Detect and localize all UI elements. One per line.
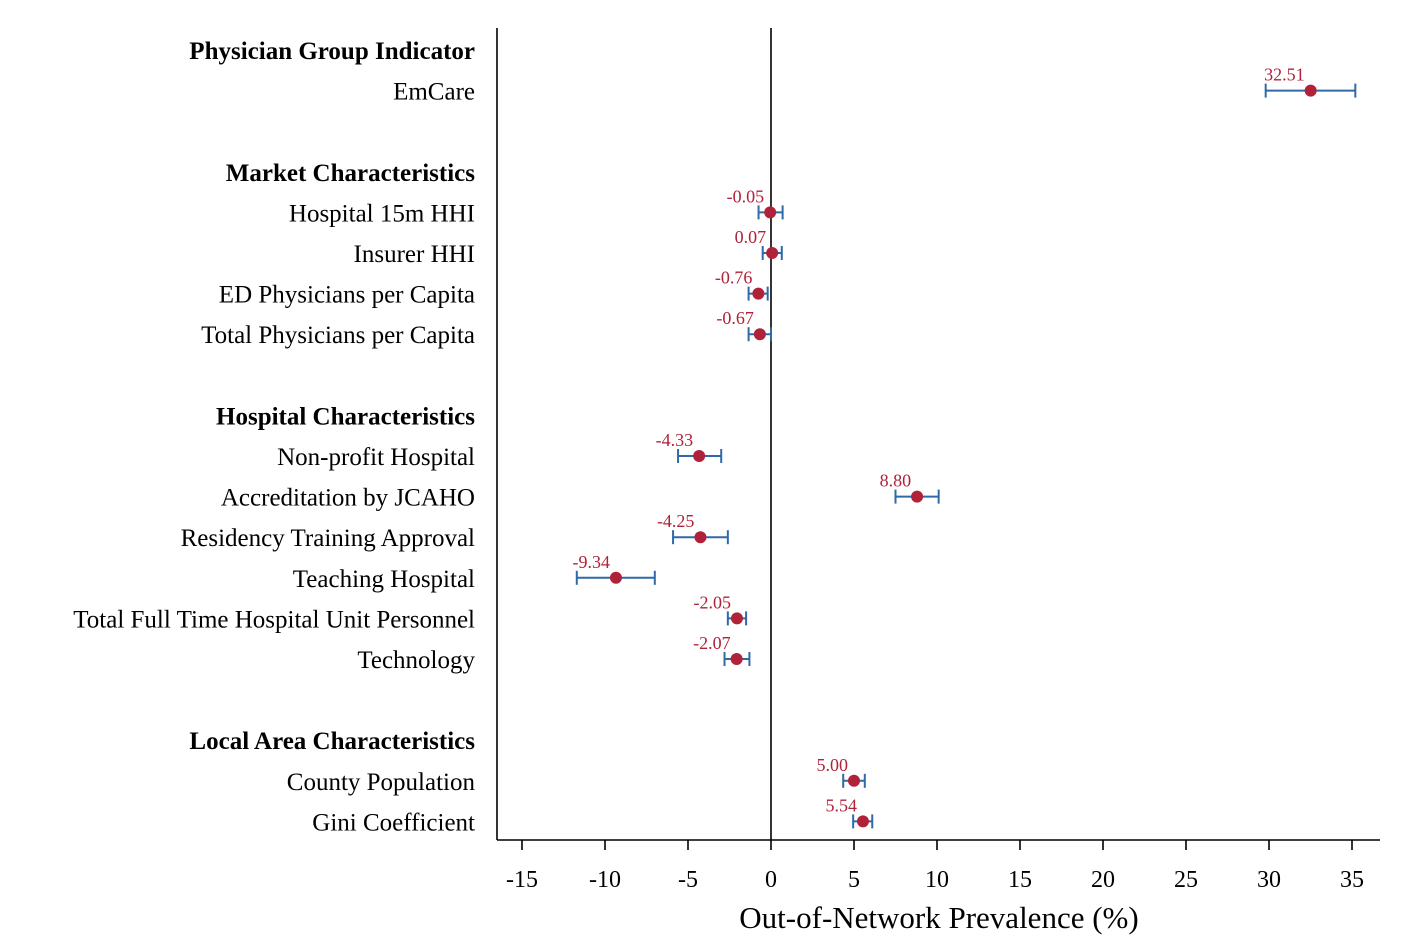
estimate-19: 5.54 [825,795,874,829]
row-label: Residency Training Approval [181,525,475,552]
value-label: -0.67 [716,308,754,328]
row-labels: Physician Group Indicator EmCare Market Ch… [73,38,475,836]
value-label: -2.07 [693,633,731,653]
row-label: Technology [357,647,475,674]
estimate-15: -2.07 [693,633,751,666]
row-label: County Population [287,769,476,796]
x-tick-label: 30 [1257,867,1281,893]
point-estimate [856,815,869,828]
estimate-5: 0.07 [735,227,783,260]
value-label: 8.80 [880,471,912,491]
value-label: -4.33 [656,430,694,450]
group-header: Market Characteristics [226,160,475,187]
row-label: Insurer HHI [354,241,475,268]
group-header: Hospital Characteristics [216,403,475,430]
point-estimate [609,571,622,584]
point-estimate [766,247,779,259]
value-label: 5.54 [825,795,857,815]
estimate-1: 32.51 [1264,65,1357,98]
point-estimate [1304,84,1317,97]
estimate-4: -0.05 [727,186,784,220]
x-tick-label: 35 [1340,867,1364,893]
value-label: 32.51 [1264,65,1305,85]
value-label: -0.76 [715,268,753,288]
value-label: -2.05 [693,592,731,612]
x-tick-label: 10 [925,867,949,893]
estimate-18: 5.00 [817,755,866,788]
value-label: -0.05 [727,186,765,206]
point-estimate [848,774,860,787]
x-tick-label: 15 [1008,867,1032,893]
x-tick-label: -15 [506,867,538,893]
value-label: -9.34 [572,552,610,572]
point-estimate [730,612,743,625]
estimate-13: -9.34 [572,552,656,585]
point-estimate [694,531,707,544]
estimate-12: -4.25 [657,511,729,545]
x-tick-label: 20 [1091,867,1115,893]
estimates: 32.51 -0.05 0.07 -0.76 -0.67 -4.33 8.80 -4.25 -9… [572,65,1357,829]
row-label: Teaching Hospital [293,566,475,593]
row-label: ED Physicians per Capita [219,282,475,309]
row-label: Accreditation by JCAHO [221,485,475,512]
x-axis-title: Out-of-Network Prevalence (%) [739,900,1138,935]
value-label: 5.00 [817,755,849,775]
x-tick-label: 0 [765,867,777,893]
row-label: Non-profit Hospital [277,444,475,471]
estimate-7: -0.67 [716,308,772,342]
estimate-6: -0.76 [715,268,769,301]
point-estimate [764,206,777,219]
row-label: EmCare [393,79,475,106]
point-estimate [752,287,765,300]
point-estimate [730,653,743,665]
x-tick-label: 25 [1174,867,1198,893]
point-estimate [753,328,766,341]
point-estimate [911,490,924,503]
row-label: Total Physicians per Capita [201,322,475,349]
value-label: -4.25 [657,511,695,531]
group-header: Physician Group Indicator [189,38,475,65]
value-label: 0.07 [735,227,767,247]
row-label: Hospital 15m HHI [289,200,475,227]
x-tick-label: 5 [848,867,860,893]
group-header: Local Area Characteristics [189,728,475,755]
estimate-11: 8.80 [880,471,940,504]
x-tick-label: -5 [678,867,698,893]
x-tick-label: -10 [589,867,621,893]
estimate-10: -4.33 [656,430,723,463]
estimate-14: -2.05 [693,592,748,626]
row-label: Total Full Time Hospital Unit Personnel [73,606,475,633]
x-axis-ticks: -15 -10 -5 0 5 10 15 20 25 30 35 [506,840,1364,893]
row-label: Gini Coefficient [312,809,475,836]
point-estimate [693,450,706,462]
